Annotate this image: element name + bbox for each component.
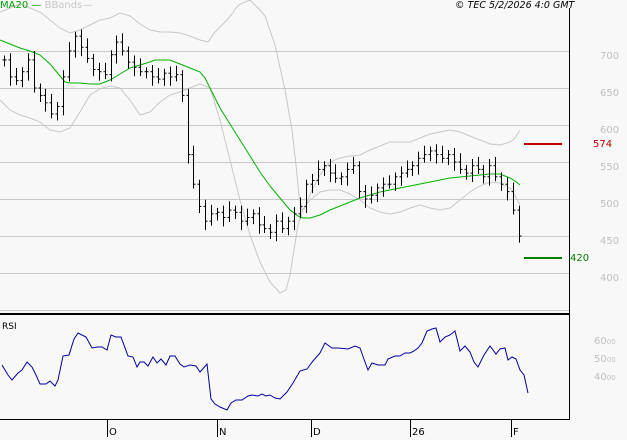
y-tick-600: 600	[600, 125, 620, 136]
legend-bbands-swatch: —	[82, 0, 93, 11]
ohlc-bars	[2, 29, 522, 243]
resistance-label: 574	[593, 139, 613, 150]
x-tick-2026: 26	[412, 427, 425, 438]
rsi-panel-label: RSI	[2, 322, 17, 332]
support-label: 420	[570, 253, 590, 264]
legend-ma20-swatch: —	[28, 0, 42, 11]
x-tick-feb: F	[513, 427, 519, 438]
x-tick-oct: O	[109, 427, 117, 438]
rsi-tick-60-main: 60	[594, 336, 607, 347]
rsi-tick-40-main: 40	[594, 372, 607, 383]
rsi-tick-40-sup: 00	[606, 374, 616, 382]
chart-legend: MA20 — BBands—	[0, 0, 92, 11]
y-tick-400: 400	[600, 273, 620, 284]
rsi-tick-50-sup: 00	[606, 356, 616, 364]
x-tick-dec: D	[313, 427, 321, 438]
rsi-tick-50-main: 50	[594, 354, 607, 365]
rsi-line	[1, 327, 529, 411]
x-axis-ticks	[107, 420, 512, 437]
bollinger-bands	[0, 0, 521, 294]
copyright-timestamp: © TEC 5/2/2026 4:0 GMT	[455, 0, 575, 11]
rsi-tick-60-sup: 00	[606, 338, 616, 346]
rsi-tick-40: 4000	[594, 373, 616, 383]
legend-ma20: MA20	[0, 0, 29, 11]
y-tick-550: 550	[600, 162, 620, 173]
bb-upper	[0, 0, 521, 212]
ma20-line	[0, 39, 521, 219]
bb-lower	[0, 83, 521, 294]
y-tick-650: 650	[600, 88, 620, 99]
rsi-tick-60: 6000	[594, 337, 616, 347]
x-tick-nov: N	[219, 427, 227, 438]
y-tick-700: 700	[600, 51, 620, 62]
y-tick-500: 500	[600, 199, 620, 210]
legend-bbands: BBands	[44, 0, 83, 11]
y-tick-450: 450	[600, 236, 620, 247]
rsi-tick-50: 5000	[594, 355, 616, 365]
price-gridlines	[0, 51, 569, 311]
